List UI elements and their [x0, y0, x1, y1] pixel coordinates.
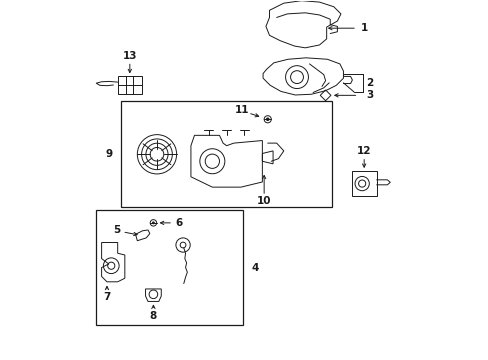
Text: 1: 1 — [360, 23, 367, 33]
Text: 2: 2 — [366, 78, 373, 88]
Circle shape — [265, 117, 269, 121]
Text: 3: 3 — [366, 90, 373, 100]
Text: 11: 11 — [234, 105, 249, 115]
Text: 8: 8 — [149, 311, 157, 321]
Text: 13: 13 — [122, 51, 137, 61]
Circle shape — [152, 221, 155, 224]
Text: 9: 9 — [106, 149, 113, 159]
Text: 6: 6 — [175, 218, 183, 228]
Bar — [121, 102, 331, 207]
Text: 10: 10 — [256, 197, 271, 206]
Bar — [351, 171, 376, 196]
Text: 4: 4 — [251, 262, 258, 273]
Bar — [96, 210, 242, 325]
Text: 5: 5 — [113, 225, 120, 235]
Text: 7: 7 — [103, 292, 110, 302]
Bar — [118, 76, 142, 94]
Text: 12: 12 — [356, 147, 371, 157]
